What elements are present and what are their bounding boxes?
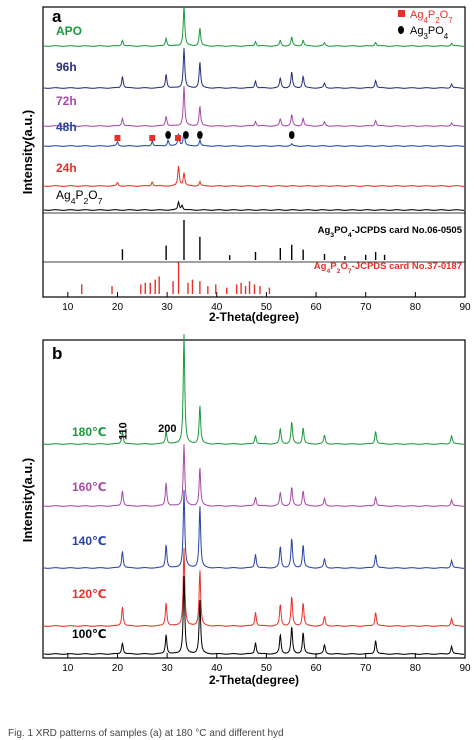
panel-b-x-tick-label-80: 80 bbox=[410, 663, 422, 674]
panel-a-x-tick-label-50: 50 bbox=[261, 302, 273, 313]
panel-a-series-4 bbox=[43, 165, 465, 187]
panel-a-x-tick-label-10: 10 bbox=[62, 302, 74, 313]
panel-b-x-tick-label-10: 10 bbox=[62, 663, 74, 674]
panel-a-chart: a Intensity(a.u.) 2-Theta(degree) 10 20 30… bbox=[20, 6, 471, 324]
panel-a-series-label-5: Ag4P2O7 bbox=[56, 188, 103, 206]
panel-a-ag3po4-marker-4 bbox=[183, 131, 189, 139]
panel-a-ref-label-1: Ag4P2O7-JCPDS card No.37-0187 bbox=[314, 261, 462, 275]
panel-a-ref-label-0: Ag3PO4-JCPDS card No.06-0505 bbox=[318, 225, 463, 239]
panel-b-x-tick-label-90: 90 bbox=[459, 663, 471, 674]
panel-b-x-tick-label-70: 70 bbox=[360, 663, 372, 674]
panel-b-series-label-3: 120℃ bbox=[72, 587, 107, 601]
panel-b-y-axis-label: Intensity(a.u.) bbox=[20, 458, 35, 543]
panel-b-series-2 bbox=[43, 490, 465, 569]
panel-a-legend-label-1: Ag3PO4 bbox=[410, 25, 449, 41]
panel-a-series-label-0: APO bbox=[56, 24, 82, 38]
panel-a-ag4p2o7-marker-0 bbox=[114, 135, 121, 141]
panel-b-x-tick-label-60: 60 bbox=[310, 663, 322, 674]
panel-b-label: b bbox=[52, 344, 62, 363]
panel-a-series-5 bbox=[43, 200, 465, 211]
panel-b-x-tick-label-40: 40 bbox=[211, 663, 223, 674]
panel-a-y-axis-label: Intensity(a.u.) bbox=[20, 110, 35, 195]
panel-a-series-2 bbox=[43, 86, 465, 127]
panel-b-series-label-1: 160℃ bbox=[72, 480, 107, 494]
panel-b-series-label-4: 100℃ bbox=[72, 627, 107, 641]
panel-a-x-axis-label: 2-Theta(degree) bbox=[209, 310, 299, 324]
panel-a-label: a bbox=[52, 7, 62, 26]
panel-b-series-4 bbox=[43, 576, 465, 655]
panel-a-series-label-1: 96h bbox=[56, 60, 77, 74]
panel-b-chart: b Intensity(a.u.) 2-Theta(degree) 10 20 30… bbox=[20, 334, 471, 687]
panel-b-series-label-0: 180℃ bbox=[72, 425, 107, 439]
panel-a-x-tick-label-60: 60 bbox=[310, 302, 322, 313]
panel-b-series-3 bbox=[43, 548, 465, 627]
panel-a-series-3 bbox=[43, 131, 465, 147]
panel-a-series-label-2: 72h bbox=[56, 94, 77, 108]
panel-a-x-tick-label-30: 30 bbox=[162, 302, 174, 313]
panel-a-x-tick-label-90: 90 bbox=[459, 302, 471, 313]
panel-a-legend-label-0: Ag4P2O7 bbox=[410, 9, 453, 25]
panel-b-x-tick-label-30: 30 bbox=[162, 663, 174, 674]
panel-a-ag4p2o7-marker-2 bbox=[175, 135, 182, 141]
panel-b-series-label-2: 140℃ bbox=[72, 534, 107, 548]
panel-a-ag3po4-marker-5 bbox=[197, 131, 203, 139]
figure-caption-fragment: Fig. 1 XRD patterns of samples (a) at 18… bbox=[8, 728, 284, 739]
panel-a-legend-marker-1 bbox=[398, 26, 404, 34]
panel-a-x-tick-label-20: 20 bbox=[112, 302, 124, 313]
panel-b-annotation-200: 200 bbox=[158, 423, 176, 435]
panel-a-x-tick-label-40: 40 bbox=[211, 302, 223, 313]
panel-a-ag3po4-marker-6 bbox=[288, 131, 295, 139]
panel-a-series-label-4: 24h bbox=[56, 161, 77, 175]
panel-a-ag4p2o7-marker-1 bbox=[149, 135, 156, 141]
panel-b-x-tick-label-20: 20 bbox=[112, 663, 124, 674]
panel-b-series-0 bbox=[43, 334, 465, 445]
panel-a-ag3po4-marker-3 bbox=[165, 131, 171, 139]
panel-a-series-1 bbox=[43, 48, 465, 89]
panel-b-x-tick-label-50: 50 bbox=[261, 663, 273, 674]
panel-a-legend-marker-0 bbox=[398, 10, 405, 17]
panel-a-series-label-3: 48h bbox=[56, 120, 77, 134]
panel-a-x-tick-label-80: 80 bbox=[410, 302, 422, 313]
panel-a-x-tick-label-70: 70 bbox=[360, 302, 372, 313]
panel-b-plot-frame bbox=[42, 339, 466, 659]
panel-b-series-1 bbox=[43, 444, 465, 507]
panel-b-x-axis-label: 2-Theta(degree) bbox=[209, 673, 299, 687]
panel-a-plot-frame bbox=[42, 6, 466, 298]
panel-b-annotation-110: 110 bbox=[117, 422, 129, 440]
panel-a-series-0 bbox=[43, 6, 465, 47]
